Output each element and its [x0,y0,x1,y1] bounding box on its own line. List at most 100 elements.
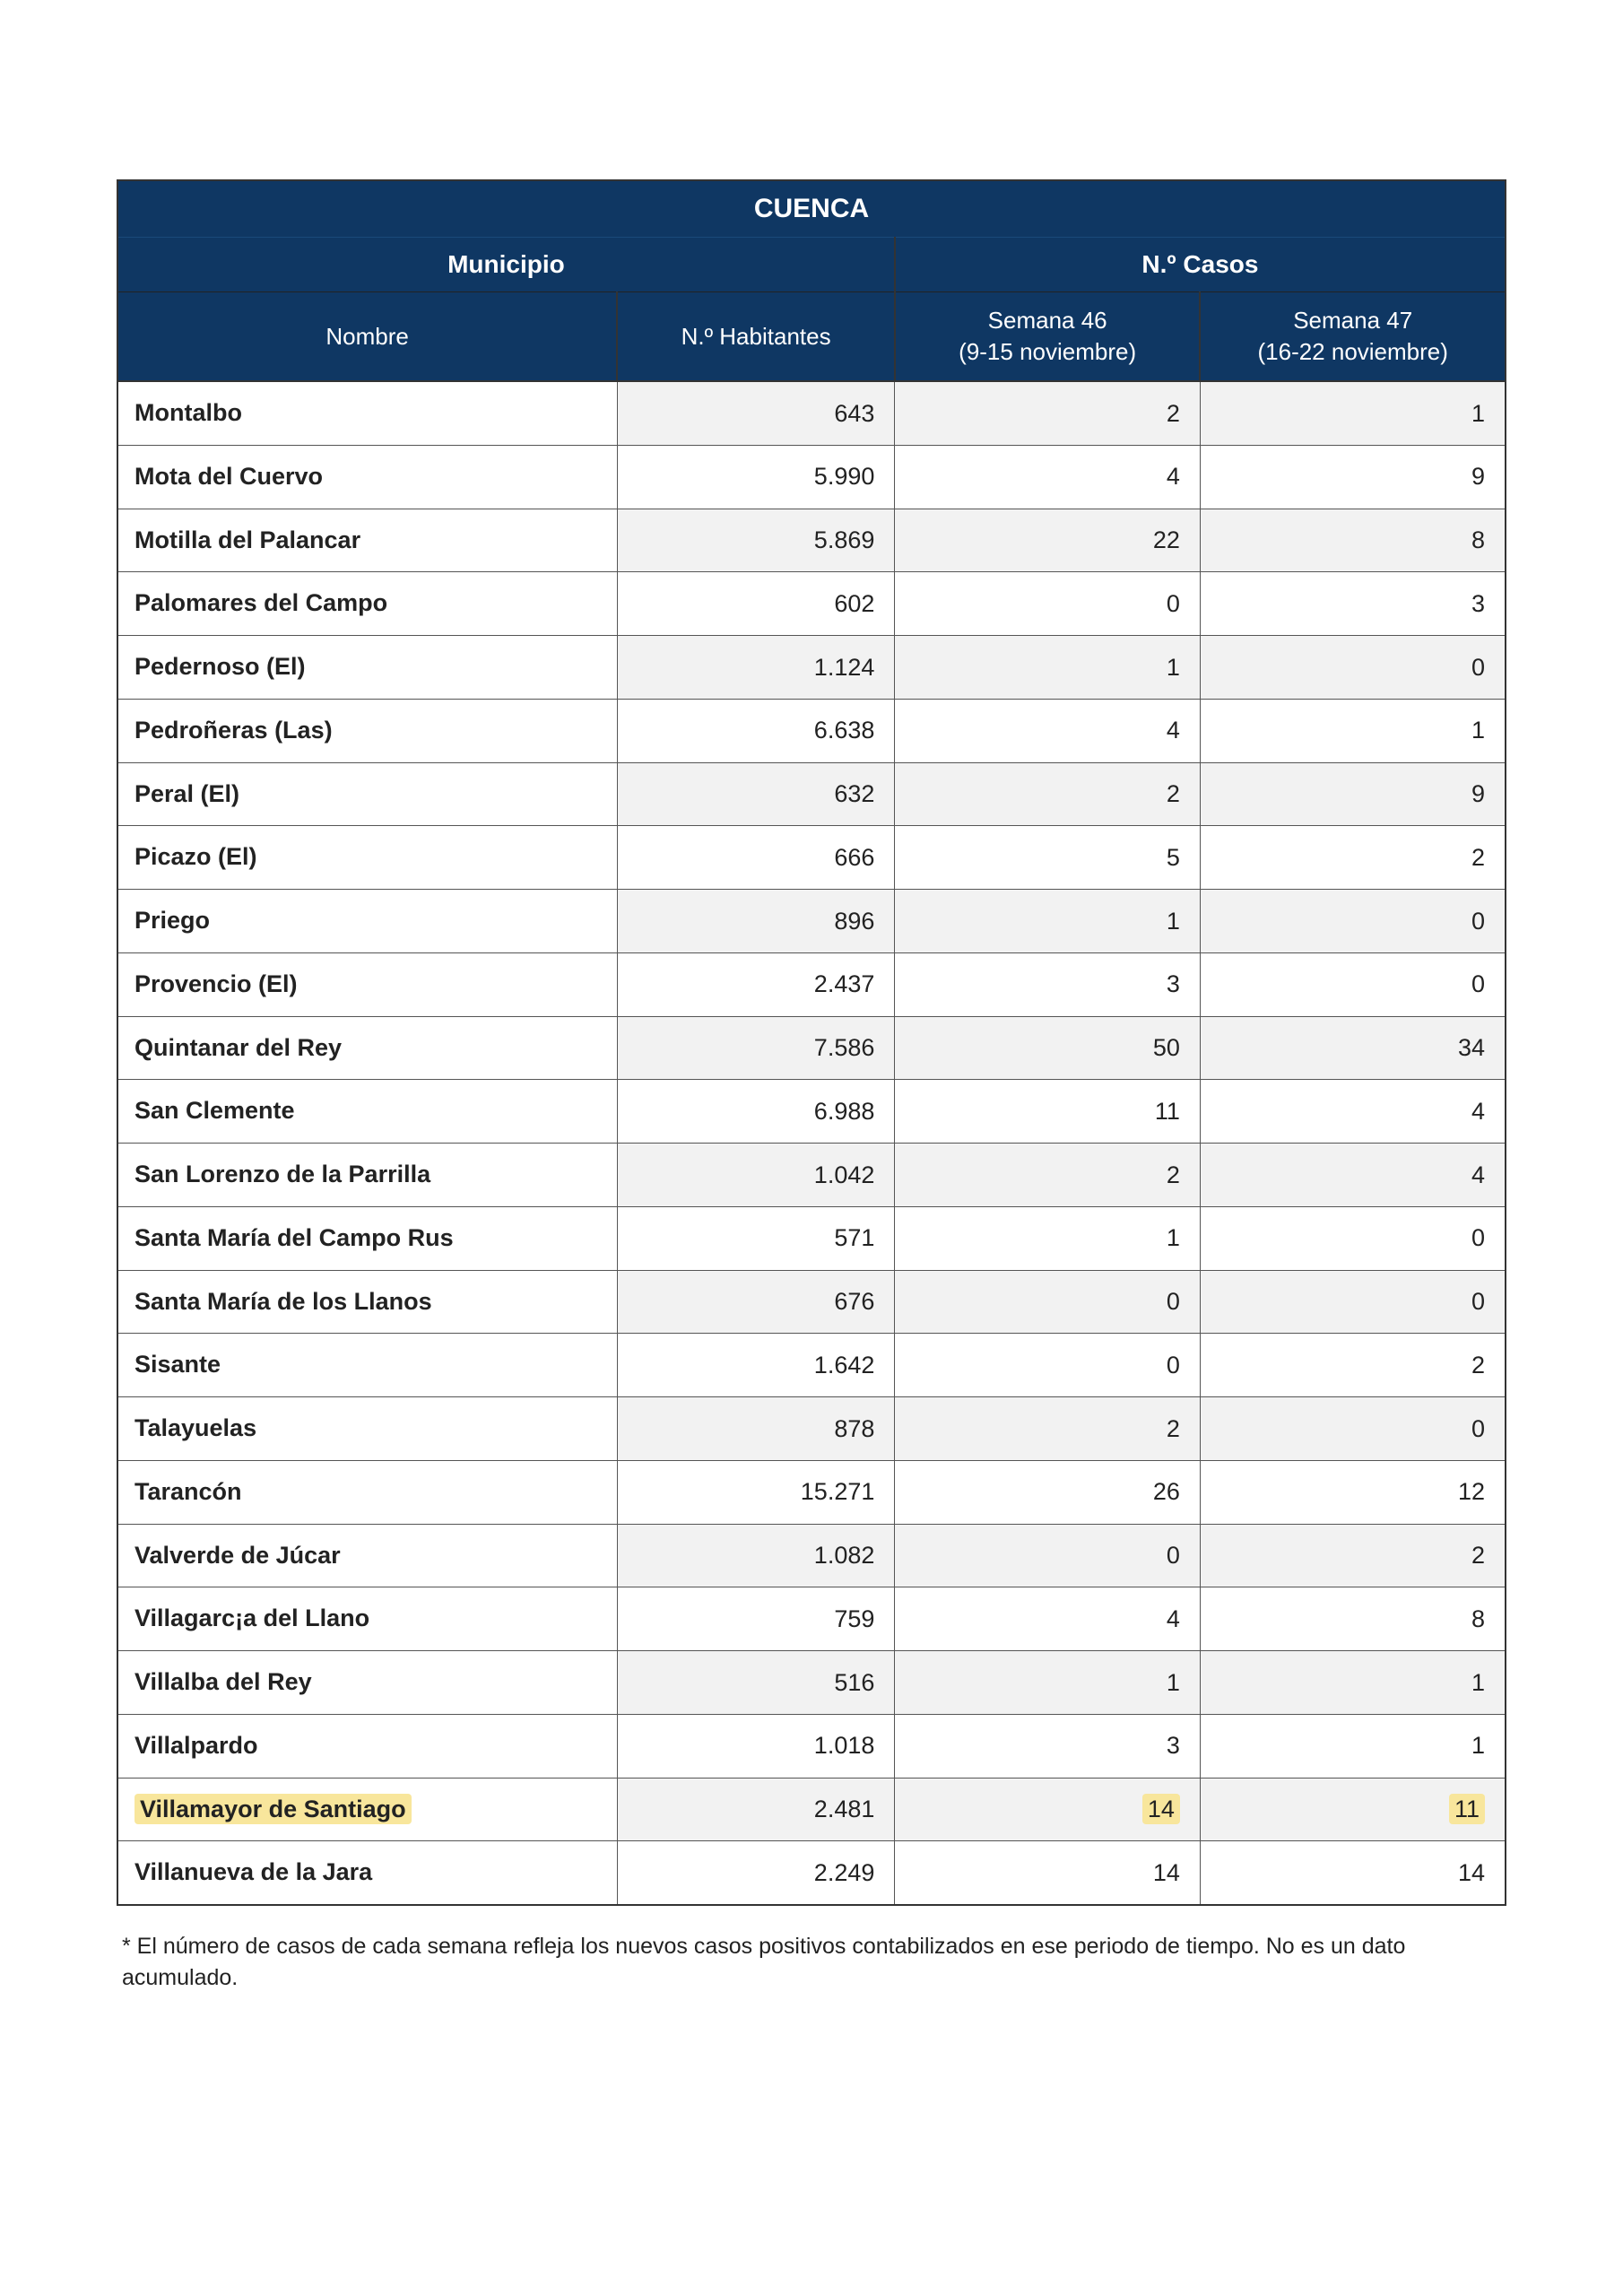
cell-name: Talayuelas [117,1397,617,1461]
table-row: Villalba del Rey51611 [117,1651,1506,1715]
cell-w47: 3 [1200,572,1506,636]
cell-w46: 2 [895,762,1201,826]
cell-hab: 6.638 [617,699,895,762]
highlight: Villamayor de Santiago [135,1794,412,1824]
cell-w46: 14 [895,1841,1201,1905]
cell-name: Villalba del Rey [117,1651,617,1715]
cell-w46: 4 [895,1587,1201,1651]
cell-hab: 1.124 [617,636,895,700]
cell-w47: 0 [1200,636,1506,700]
cell-name: Priego [117,890,617,953]
header-semana-46-l1: Semana 46 [988,307,1107,334]
table-row: Mota del Cuervo5.99049 [117,445,1506,509]
cell-w46: 1 [895,890,1201,953]
cell-w47: 12 [1200,1460,1506,1524]
table-header: CUENCA Municipio N.º Casos Nombre N.º Ha… [117,180,1506,381]
cell-hab: 602 [617,572,895,636]
header-group-casos: N.º Casos [895,238,1506,292]
cell-w47: 8 [1200,1587,1506,1651]
cell-w47: 34 [1200,1016,1506,1080]
cell-name: Mota del Cuervo [117,445,617,509]
cell-name: Picazo (El) [117,826,617,890]
cell-hab: 5.869 [617,509,895,572]
cell-w46: 1 [895,1651,1201,1715]
cell-hab: 1.042 [617,1144,895,1207]
cell-w46: 0 [895,1270,1201,1334]
cell-hab: 1.082 [617,1524,895,1587]
cell-hab: 896 [617,890,895,953]
cell-hab: 516 [617,1651,895,1715]
header-semana-46-l2: (9-15 noviembre) [959,338,1136,365]
cell-hab: 6.988 [617,1080,895,1144]
cell-w46: 11 [895,1080,1201,1144]
cell-name: Villanueva de la Jara [117,1841,617,1905]
cell-w47: 14 [1200,1841,1506,1905]
header-nombre: Nombre [117,292,617,382]
table-row: Villagarc¡a del Llano75948 [117,1587,1506,1651]
cell-w46: 2 [895,1397,1201,1461]
cell-w47: 4 [1200,1144,1506,1207]
cell-name: San Clemente [117,1080,617,1144]
table-row: Priego89610 [117,890,1506,953]
cell-w47: 0 [1200,1206,1506,1270]
cell-name: Sisante [117,1334,617,1397]
cell-w47: 0 [1200,952,1506,1016]
footnote: * El número de casos de cada semana refl… [117,1906,1506,1994]
cell-name: Tarancón [117,1460,617,1524]
cell-hab: 878 [617,1397,895,1461]
cell-name: Pedroñeras (Las) [117,699,617,762]
cell-hab: 1.018 [617,1714,895,1778]
cell-name: Pedernoso (El) [117,636,617,700]
cell-w46: 0 [895,572,1201,636]
cell-hab: 2.481 [617,1778,895,1841]
table-row: Valverde de Júcar1.08202 [117,1524,1506,1587]
cell-w47: 1 [1200,1651,1506,1715]
header-group-municipio: Municipio [117,238,895,292]
table-row: Pedernoso (El)1.12410 [117,636,1506,700]
table-row: Provencio (El)2.43730 [117,952,1506,1016]
cell-w46: 0 [895,1334,1201,1397]
cell-hab: 1.642 [617,1334,895,1397]
cell-hab: 676 [617,1270,895,1334]
cell-hab: 5.990 [617,445,895,509]
table-row: Quintanar del Rey7.5865034 [117,1016,1506,1080]
cell-w47: 2 [1200,1524,1506,1587]
table-title: CUENCA [117,180,1506,238]
table-body: Montalbo64321Mota del Cuervo5.99049Motil… [117,381,1506,1905]
header-semana-47: Semana 47 (16-22 noviembre) [1200,292,1506,382]
cell-w46: 1 [895,1206,1201,1270]
cell-name: San Lorenzo de la Parrilla [117,1144,617,1207]
cases-table: CUENCA Municipio N.º Casos Nombre N.º Ha… [117,179,1506,1906]
table-row: Villalpardo1.01831 [117,1714,1506,1778]
cell-name: Peral (El) [117,762,617,826]
cell-w46: 14 [895,1778,1201,1841]
cell-w46: 4 [895,699,1201,762]
cell-w46: 22 [895,509,1201,572]
cell-w47: 0 [1200,1397,1506,1461]
cell-name: Villamayor de Santiago [117,1778,617,1841]
cell-name: Santa María del Campo Rus [117,1206,617,1270]
table-row: San Lorenzo de la Parrilla1.04224 [117,1144,1506,1207]
header-semana-47-l1: Semana 47 [1293,307,1412,334]
cell-name: Villalpardo [117,1714,617,1778]
cell-hab: 643 [617,381,895,445]
table-row: Villanueva de la Jara2.2491414 [117,1841,1506,1905]
cell-w46: 50 [895,1016,1201,1080]
cell-w47: 9 [1200,762,1506,826]
cell-name: Motilla del Palancar [117,509,617,572]
cell-w46: 0 [895,1524,1201,1587]
header-semana-46: Semana 46 (9-15 noviembre) [895,292,1201,382]
table-row: Sisante1.64202 [117,1334,1506,1397]
cell-hab: 759 [617,1587,895,1651]
cell-w47: 1 [1200,381,1506,445]
cell-name: Palomares del Campo [117,572,617,636]
cell-hab: 15.271 [617,1460,895,1524]
cell-w47: 2 [1200,826,1506,890]
cell-w47: 0 [1200,1270,1506,1334]
cell-name: Villagarc¡a del Llano [117,1587,617,1651]
cell-name: Montalbo [117,381,617,445]
cell-w47: 9 [1200,445,1506,509]
table-row: Santa María del Campo Rus57110 [117,1206,1506,1270]
cell-hab: 2.437 [617,952,895,1016]
table-row: Pedroñeras (Las)6.63841 [117,699,1506,762]
